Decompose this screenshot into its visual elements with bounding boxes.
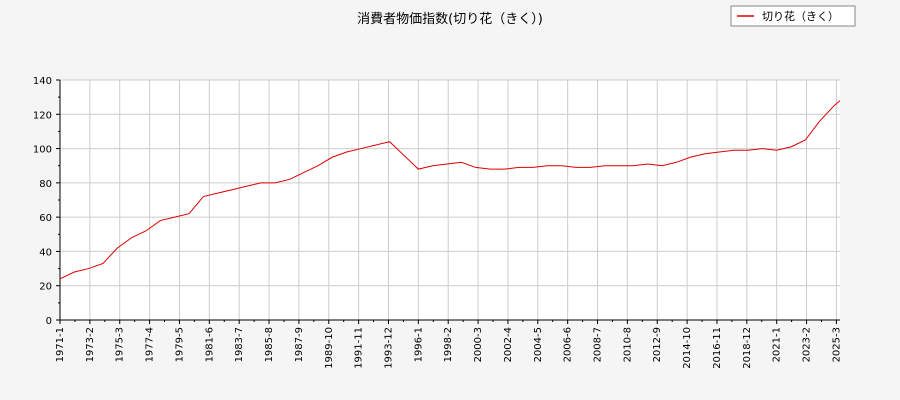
x-tick-label: 2010-8 — [622, 327, 633, 362]
x-tick-label: 1981-6 — [204, 327, 215, 362]
legend-box — [730, 5, 856, 27]
x-tick-label: 1996-1 — [413, 327, 424, 362]
series-line — [59, 100, 841, 280]
x-tick-label: 1979-5 — [174, 327, 185, 362]
x-tick-label: 2016-11 — [712, 327, 723, 369]
x-tick-label: 1983-7 — [234, 327, 245, 362]
x-tick-label: 2000-3 — [473, 327, 484, 362]
y-tick-label: 0 — [46, 316, 52, 327]
x-tick-label: 1977-4 — [145, 327, 156, 362]
x-tick-label: 2025-3 — [831, 327, 842, 362]
plot-area: 0 20 40 60 80 100 120 140 1971-1 1973-2 1975-3 1977… — [33, 76, 843, 369]
x-tick-label: 2012-9 — [652, 327, 663, 362]
x-tick-label: 1991-11 — [354, 327, 365, 369]
y-tick-label: 120 — [33, 110, 52, 121]
x-tick-label: 1987-9 — [294, 327, 305, 362]
x-tick-label: 1993-12 — [383, 327, 394, 369]
x-tick-label: 1973-2 — [85, 327, 96, 362]
plot-background — [60, 80, 840, 320]
x-tick-label: 2006-6 — [563, 327, 574, 362]
x-tick-label: 2004-5 — [533, 327, 544, 362]
x-tick-label: 2023-2 — [802, 327, 813, 362]
x-tick-label: 2008-7 — [593, 327, 604, 362]
legend-label: 切り花（きく） — [762, 10, 839, 23]
x-tick-label: 1998-2 — [443, 327, 454, 362]
chart-title: 消費者物価指数(切り花（きく）) — [357, 11, 543, 27]
x-tick-label: 1989-10 — [324, 327, 335, 369]
y-tick-label: 140 — [33, 76, 52, 87]
chart-legend: 切り花（きく） — [730, 5, 856, 27]
x-tick-label: 2018-12 — [742, 327, 753, 369]
x-tick-label: 1971-1 — [55, 327, 66, 362]
x-tick-label: 2021-1 — [772, 327, 783, 362]
y-tick-label: 20 — [39, 282, 52, 293]
y-tick-label: 100 — [33, 145, 52, 156]
y-tick-label: 60 — [39, 213, 52, 224]
y-tick-label: 40 — [39, 247, 52, 258]
x-tick-label: 1985-8 — [264, 327, 275, 362]
x-tick-label: 2014-10 — [682, 327, 693, 369]
x-tick-label: 2002-4 — [503, 327, 514, 362]
x-tick-label: 1975-3 — [115, 327, 126, 362]
y-tick-label: 80 — [39, 179, 52, 190]
